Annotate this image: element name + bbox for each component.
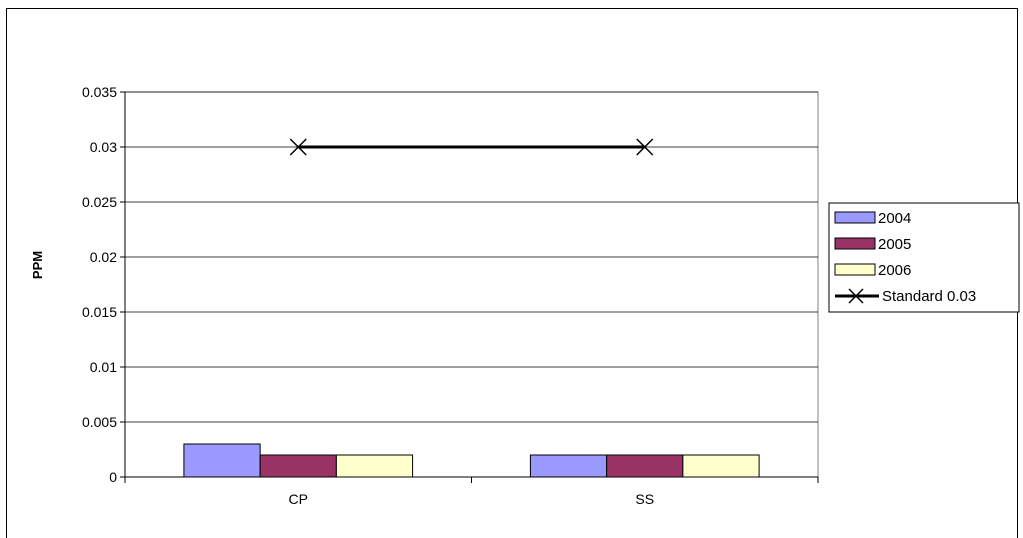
x-tick-label: SS (635, 491, 654, 507)
legend-label: 2006 (878, 262, 911, 279)
y-tick-label: 0.01 (90, 359, 117, 375)
legend-swatch (834, 237, 876, 250)
axes: 0.035 0.03 0.025 0.02 0.015 0.01 0.005 0 CP SS (82, 84, 819, 507)
x-tick-label: CP (289, 491, 308, 507)
x-marker (636, 138, 654, 156)
legend-marker-stroke (848, 288, 864, 304)
x-marker-stroke (636, 138, 654, 156)
bar (259, 454, 337, 478)
bar (606, 454, 684, 478)
y-tick-label: 0 (109, 469, 117, 485)
x-marker (289, 138, 307, 156)
y-tick-label: 0.03 (90, 139, 117, 155)
bar (183, 443, 261, 478)
y-tick-label: 0.025 (82, 194, 117, 210)
y-tick-label: 0.005 (82, 414, 117, 430)
legend-swatch (834, 263, 876, 276)
legend-label: 2004 (878, 210, 911, 227)
bars (183, 443, 760, 478)
x-marker-stroke (289, 138, 307, 156)
y-tick-label: 0.02 (90, 249, 117, 265)
bar (682, 454, 760, 478)
plot-area (124, 91, 819, 478)
bar (335, 454, 414, 478)
legend-label: 2005 (878, 236, 911, 253)
y-axis-label: PPM (30, 251, 45, 279)
bar (529, 454, 608, 478)
standard-line-layer (289, 138, 654, 156)
legend-label: Standard 0.03 (882, 288, 976, 305)
y-tick-label: 0.015 (82, 304, 117, 320)
legend: 2004 2005 2006 Standard 0.03 (828, 202, 1020, 313)
y-tick-label: 0.035 (82, 84, 117, 100)
legend-swatch (834, 211, 876, 224)
